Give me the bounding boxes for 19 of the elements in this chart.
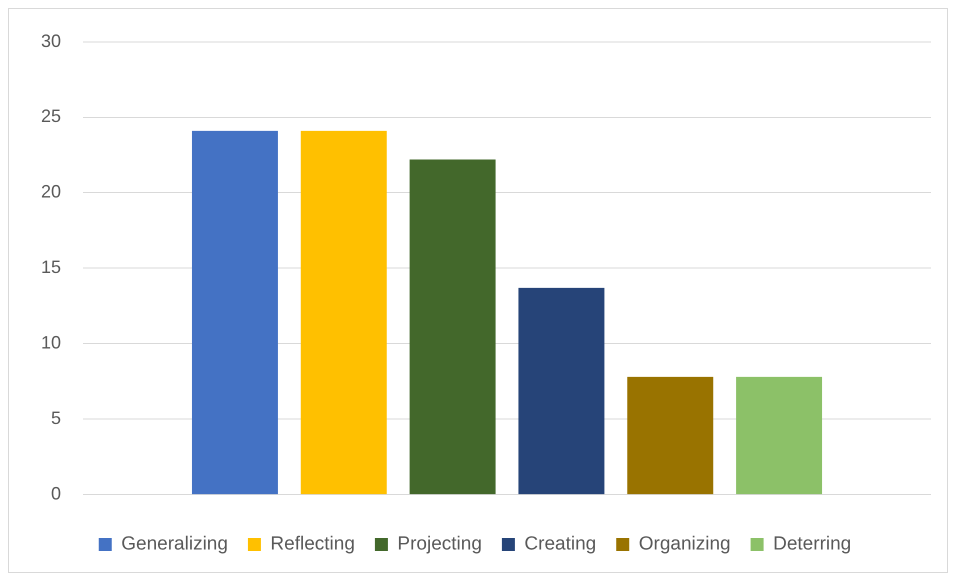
legend-label: Reflecting <box>270 534 355 555</box>
y-tick-label: 20 <box>40 182 62 202</box>
y-tick-label: 30 <box>40 30 62 51</box>
y-tick-label: 0 <box>51 484 62 504</box>
y-tick-label: 10 <box>40 332 62 353</box>
y-tick-label: 5 <box>51 408 62 428</box>
y-tick-label: 25 <box>40 106 62 126</box>
legend-label: Projecting <box>397 534 482 555</box>
legend-label: Generalizing <box>121 534 228 555</box>
bar <box>300 130 387 494</box>
legend-label: Creating <box>524 534 596 555</box>
legend-label: Organizing <box>638 534 731 555</box>
legend-label: Deterring <box>773 534 852 555</box>
bar <box>410 160 496 494</box>
y-tick-label: 15 <box>40 257 62 278</box>
bar <box>627 376 714 494</box>
bar <box>192 130 278 494</box>
bar <box>736 376 822 494</box>
bar <box>518 288 604 494</box>
